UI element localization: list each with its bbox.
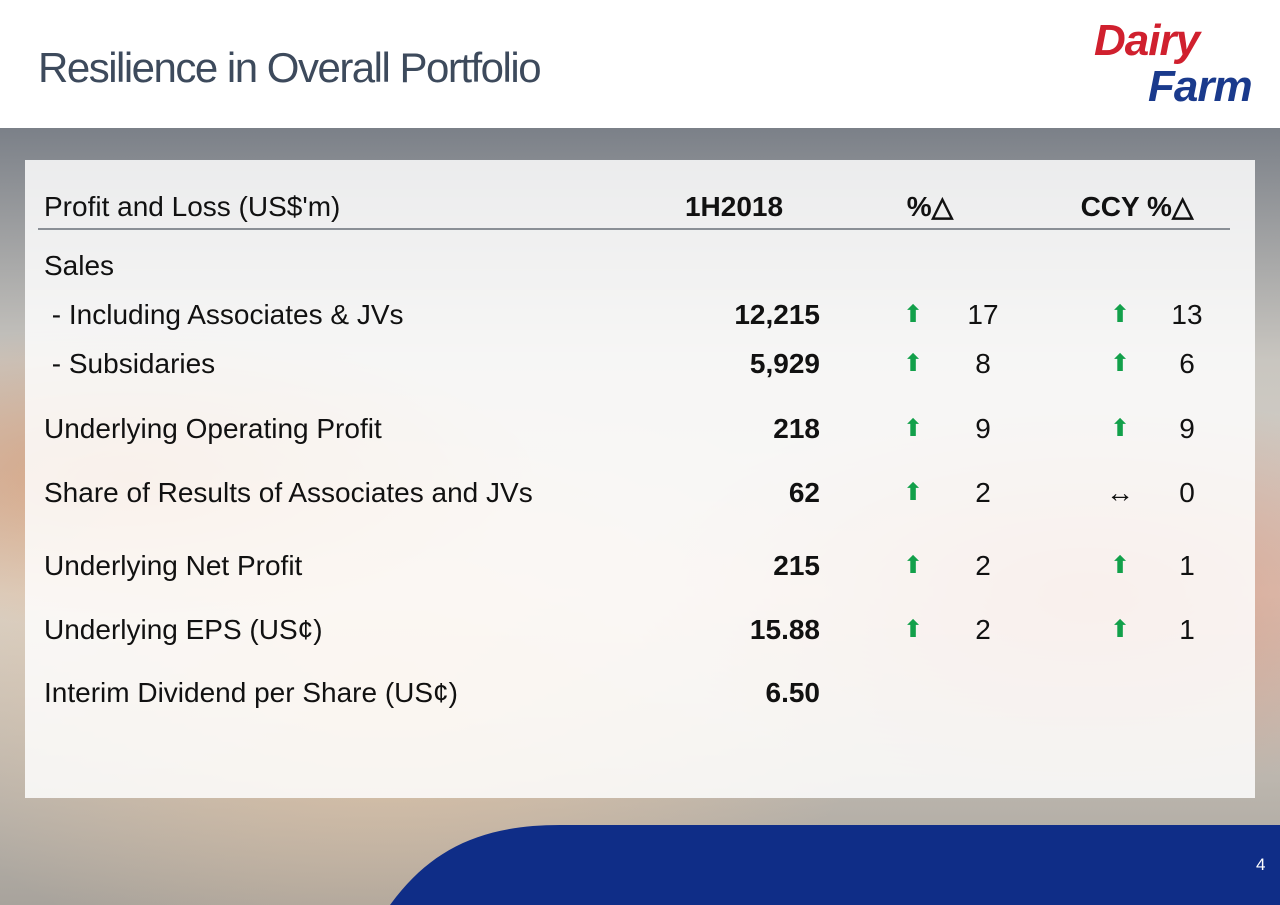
column-header: Profit and Loss (US$'m)	[44, 191, 341, 222]
cell-value: 5,929	[749, 348, 820, 379]
trend-icon: ⬆	[902, 415, 924, 442]
row-label: - Including Associates & JVs	[44, 299, 404, 330]
cell-value: 62	[788, 477, 820, 508]
trend-icon: ⬆	[1109, 552, 1131, 579]
row-label: - Subsidaries	[44, 348, 216, 379]
table-panel	[25, 160, 1255, 798]
trend-icon: ↔	[1106, 477, 1134, 508]
cell-value: 215	[773, 550, 820, 581]
row-label: Sales	[44, 250, 115, 281]
column-header: CCY %△	[1080, 191, 1194, 222]
trend-icon: ⬆	[902, 301, 924, 328]
column-header: 1H2018	[684, 191, 784, 222]
row-label: Underlying Net Profit	[44, 550, 303, 581]
trend-icon: ⬆	[902, 616, 924, 643]
cell-value: 1	[1179, 550, 1195, 581]
trend-icon: ⬆	[902, 350, 924, 377]
footer-swoosh	[0, 825, 1280, 905]
logo-top: Dairy	[1094, 16, 1200, 65]
trend-icon: ⬆	[1109, 301, 1131, 328]
cell-value: 9	[975, 413, 991, 444]
cell-value: 9	[1179, 413, 1195, 444]
trend-icon: ⬆	[902, 479, 924, 506]
swoosh	[0, 825, 1280, 905]
row-label: Underlying EPS (US¢)	[44, 614, 323, 645]
cell-value: 12,215	[734, 299, 820, 330]
column-header: %△	[906, 191, 954, 222]
header-rule	[38, 228, 1230, 230]
cell-value: 0	[1179, 477, 1195, 508]
cell-value: 2	[975, 614, 991, 645]
cell-value: 6.50	[765, 677, 821, 708]
cell-value: 8	[975, 348, 991, 379]
row-label: Interim Dividend per Share (US¢)	[44, 677, 458, 708]
cell-value: 1	[1179, 614, 1195, 645]
trend-icon: ⬆	[1109, 415, 1131, 442]
trend-icon: ⬆	[1109, 616, 1131, 643]
cell-value: 218	[773, 413, 820, 444]
logo-bottom: Farm	[1148, 62, 1253, 111]
row-label: Underlying Operating Profit	[44, 413, 382, 444]
cell-value: 6	[1179, 348, 1195, 379]
cell-value: 13	[1171, 299, 1203, 330]
header-bar	[0, 0, 1280, 128]
page-number: 4	[1256, 855, 1266, 874]
trend-icon: ⬆	[902, 552, 924, 579]
cell-value: 15.88	[749, 614, 820, 645]
trend-icon: ⬆	[1109, 350, 1131, 377]
cell-value: 2	[975, 550, 991, 581]
cell-value: 2	[975, 477, 991, 508]
row-label: Share of Results of Associates and JVs	[44, 477, 533, 508]
cell-value: 17	[967, 299, 999, 330]
slide-title: Resilience in Overall Portfolio	[38, 44, 542, 91]
